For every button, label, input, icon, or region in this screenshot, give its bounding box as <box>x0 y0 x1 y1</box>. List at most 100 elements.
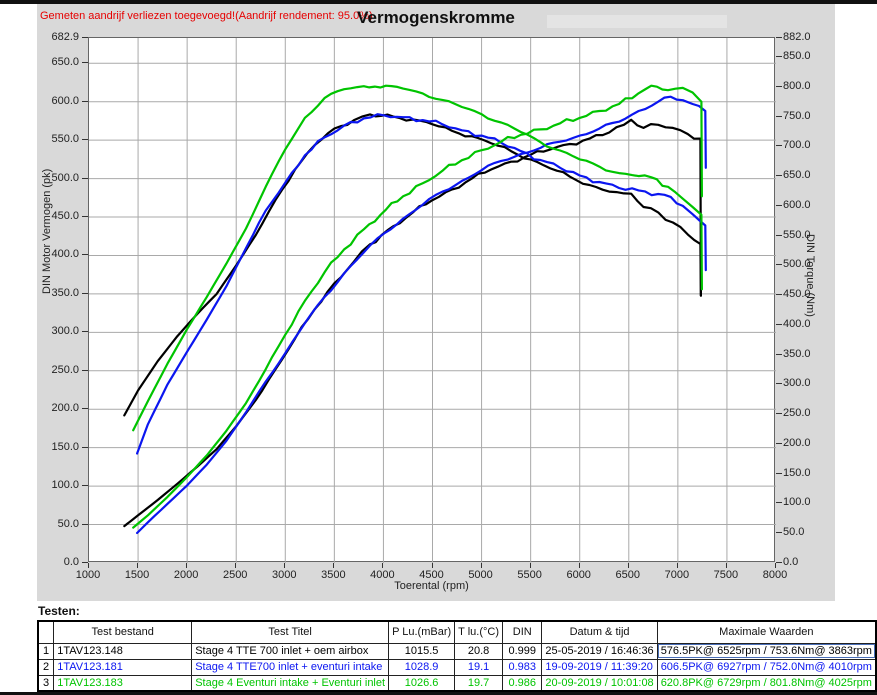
y-left-tick-mark <box>82 216 88 218</box>
y-right-tick-mark <box>776 353 782 355</box>
y-right-tick-label: 300.0 <box>783 377 811 390</box>
y-left-tick-label: 150.0 <box>51 440 79 453</box>
row-number: 3 <box>37 674 55 692</box>
cell-t-lu[interactable]: 19.7 <box>454 674 504 692</box>
y-right-tick-label: 850.0 <box>783 50 811 63</box>
legend-placeholder <box>547 15 727 28</box>
x-tick-label: 3000 <box>272 569 297 581</box>
y-right-tick-label: 550.0 <box>783 228 811 241</box>
y-left-tick-label: 300.0 <box>51 325 79 338</box>
y-right-tick-label: 700.0 <box>783 139 811 152</box>
x-tick-label: 2000 <box>173 569 199 581</box>
column-header <box>37 620 55 644</box>
x-tick-label: 6500 <box>615 569 641 581</box>
column-header: Maximale Waarden <box>656 620 877 644</box>
cell-p-lu[interactable]: 1028.9 <box>388 658 456 676</box>
row-number: 2 <box>37 658 55 676</box>
x-tick-mark <box>480 563 482 568</box>
y-right-tick-mark <box>776 472 782 474</box>
cell-test-titel[interactable]: Stage 4 Eventuri intake + Eventuri inlet <box>191 674 390 692</box>
x-tick-mark <box>333 563 335 568</box>
y-left-tick-mark <box>82 408 88 410</box>
y-left-tick-label: 250.0 <box>51 363 79 376</box>
x-tick-label: 5500 <box>517 569 542 581</box>
drivetrain-loss-note: Gemeten aandrijf verliezen toegevoegd!(A… <box>40 10 373 22</box>
y-left-tick-mark <box>82 292 88 294</box>
cell-maximale-waarden[interactable]: 576.5PK@ 6525rpm / 753.6Nm@ 3863rpm <box>656 642 877 660</box>
cell-datum-tijd[interactable]: 19-09-2019 / 11:39:20 <box>541 658 658 676</box>
cell-din[interactable]: 0.983 <box>502 658 543 676</box>
column-header: Test bestand <box>53 620 193 644</box>
row-number: 1 <box>37 642 55 660</box>
cell-t-lu[interactable]: 20.8 <box>454 642 504 660</box>
table-row: 2 1TAV123.181 Stage 4 TTE700 inlet + event… <box>37 658 877 676</box>
x-tick-mark <box>382 563 384 568</box>
cell-datum-tijd[interactable]: 20-09-2019 / 10:01:08 <box>541 674 658 692</box>
y-axis-label-left: DIN Motor Vermogen (pk) <box>41 168 53 294</box>
x-tick-label: 5000 <box>468 569 493 581</box>
cell-test-titel[interactable]: Stage 4 TTE700 inlet + eventuri intake <box>191 658 390 676</box>
y-right-tick-label: 200.0 <box>783 436 811 449</box>
y-left-tick-mark <box>82 100 88 102</box>
y-right-tick-mark <box>776 562 782 563</box>
y-right-tick-mark <box>776 115 782 117</box>
column-header: Test Titel <box>191 620 390 644</box>
x-tick-mark <box>578 563 580 568</box>
y-right-tick-label: 350.0 <box>783 347 811 360</box>
y-left-tick-mark <box>82 523 88 525</box>
y-left-tick-mark <box>82 446 88 448</box>
cell-din[interactable]: 0.986 <box>502 674 543 692</box>
x-tick-label: 3500 <box>321 569 346 581</box>
x-tick-label: 1500 <box>124 569 150 581</box>
cell-test-bestand[interactable]: 1TAV123.181 <box>53 658 193 676</box>
top-border-bar <box>0 0 877 4</box>
y-left-tick-mark <box>82 62 88 64</box>
power-curve-1TAV123.148 <box>123 118 703 528</box>
cell-p-lu[interactable]: 1015.5 <box>388 642 456 660</box>
table-row: 1 1TAV123.148 Stage 4 TTE 700 inlet + oem … <box>37 642 877 660</box>
y-right-tick-mark <box>776 37 782 38</box>
cell-test-bestand[interactable]: 1TAV123.183 <box>53 674 193 692</box>
column-header: T lu.(°C) <box>454 620 504 644</box>
cell-datum-tijd[interactable]: 25-05-2019 / 16:46:36 <box>541 642 658 660</box>
table-row: 3 1TAV123.183 Stage 4 Eventuri intake + Ev… <box>37 674 877 692</box>
y-right-tick-mark <box>776 264 782 266</box>
power-curve-1TAV123.183 <box>132 84 704 529</box>
y-left-tick-label: 0.0 <box>63 556 79 568</box>
y-right-tick-mark <box>776 56 782 58</box>
y-left-tick-mark <box>82 331 88 333</box>
x-tick-label: 8000 <box>762 569 788 581</box>
tests-label: Testen: <box>38 604 80 618</box>
cell-test-titel[interactable]: Stage 4 TTE 700 inlet + oem airbox <box>191 642 390 660</box>
table-header-row: Test bestand Test Titel P Lu.(mBar) T lu.(°… <box>37 620 877 644</box>
cell-test-bestand[interactable]: 1TAV123.148 <box>53 642 193 660</box>
x-tick-mark <box>775 563 776 568</box>
y-right-tick-mark <box>776 145 782 147</box>
y-left-tick-label: 450.0 <box>51 210 79 223</box>
column-header: P Lu.(mBar) <box>388 620 456 644</box>
cell-t-lu[interactable]: 19.1 <box>454 658 504 676</box>
y-left-tick-label: 400.0 <box>51 248 79 261</box>
cell-maximale-waarden[interactable]: 620.8PK@ 6729rpm / 801.8Nm@ 4025rpm <box>656 674 877 692</box>
y-right-tick-label: 400.0 <box>783 317 811 330</box>
x-tick-mark <box>137 563 139 568</box>
y-right-tick-mark <box>776 85 782 87</box>
y-left-tick-mark <box>82 139 88 141</box>
x-tick-label: 4000 <box>370 569 395 581</box>
y-left-tick-label: 200.0 <box>51 402 79 415</box>
y-right-tick-label: 450.0 <box>783 288 811 301</box>
cell-maximale-waarden[interactable]: 606.5PK@ 6927rpm / 752.0Nm@ 4010rpm <box>656 658 877 676</box>
y-left-tick-label: 100.0 <box>51 479 79 492</box>
x-tick-label: 6000 <box>566 569 591 581</box>
y-right-tick-mark <box>776 204 782 206</box>
cell-din[interactable]: 0.999 <box>502 642 543 660</box>
cell-p-lu[interactable]: 1026.6 <box>388 674 456 692</box>
x-tick-mark <box>725 563 727 568</box>
x-tick-mark <box>627 563 629 568</box>
y-right-tick-mark <box>776 234 782 236</box>
y-right-tick-mark <box>776 175 782 177</box>
y-left-tick-mark <box>82 485 88 487</box>
tests-table: Test bestand Test Titel P Lu.(mBar) T lu.(°… <box>37 620 877 692</box>
y-right-tick-label: 882.0 <box>783 31 811 43</box>
y-left-tick-mark <box>82 37 88 38</box>
